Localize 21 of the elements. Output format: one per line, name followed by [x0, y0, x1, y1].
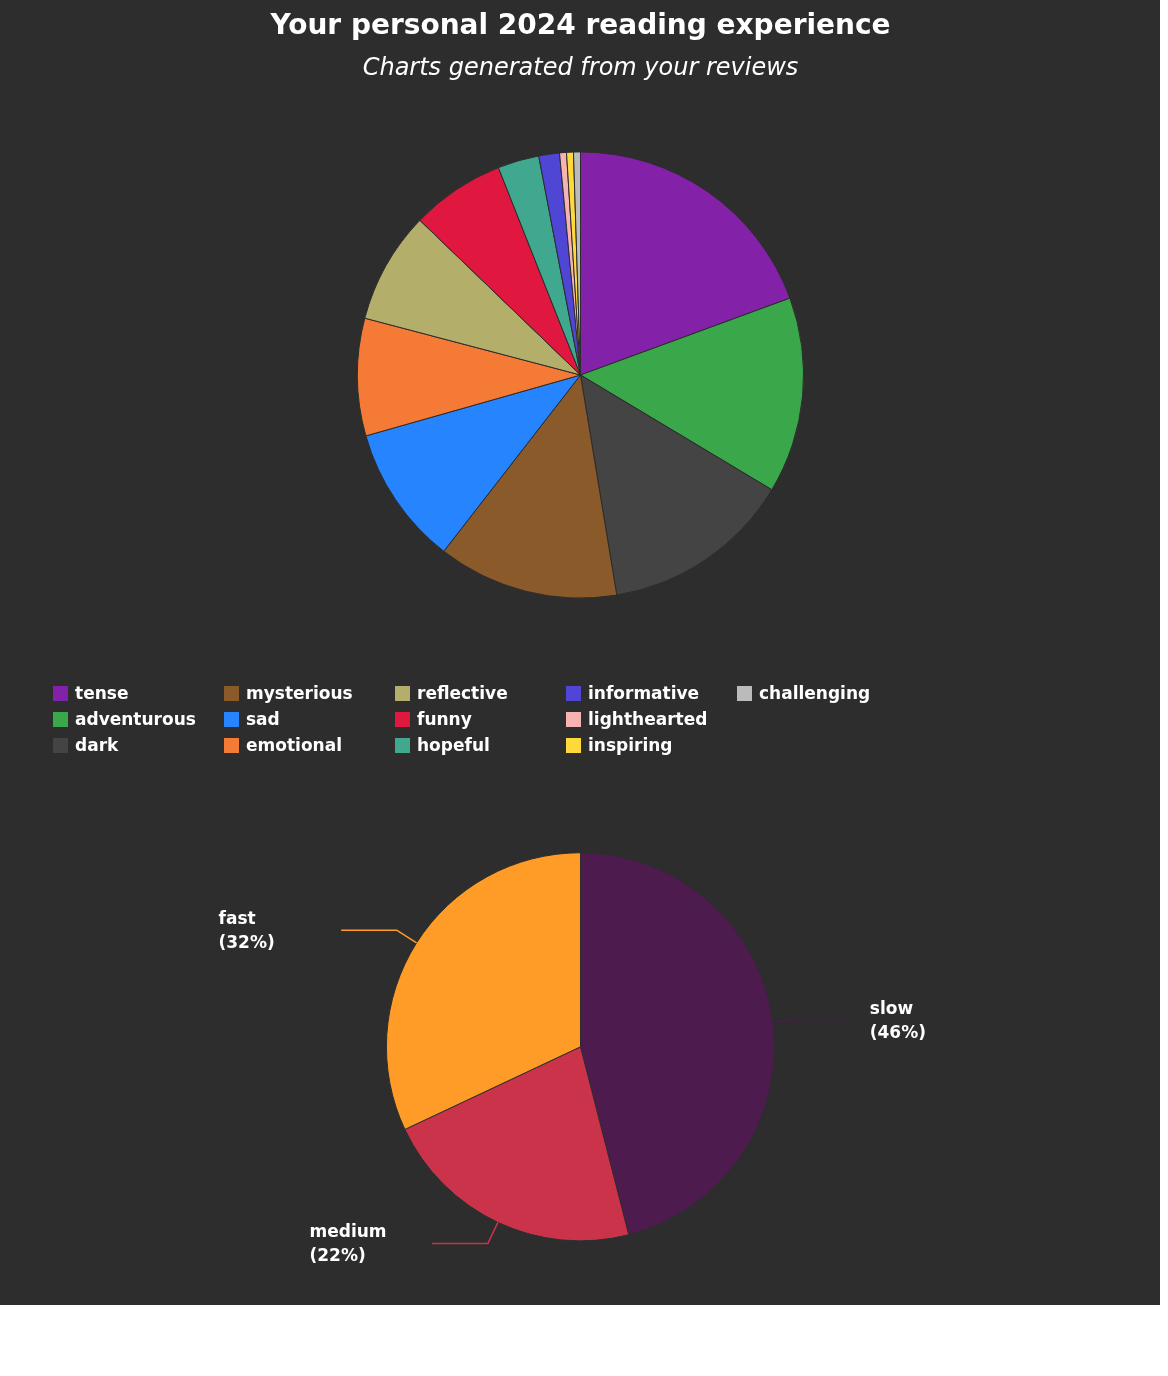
legend-label: funny: [417, 709, 473, 729]
legend-label: reflective: [417, 683, 509, 703]
legend-label: sad: [246, 709, 281, 729]
data-label: (22%): [309, 1245, 366, 1266]
legend-label: mysterious: [246, 683, 354, 703]
legend-label: tense: [75, 683, 130, 703]
legend-label: challenging: [759, 683, 872, 703]
slice-label: fast: [218, 908, 256, 929]
chart-title: Your personal 2024 reading experience: [269, 7, 891, 41]
legend-label: inspiring: [588, 735, 674, 755]
slice-label: medium: [309, 1221, 387, 1242]
legend-label: informative: [588, 683, 701, 703]
legend-label: hopeful: [417, 735, 491, 755]
data-label: (46%): [869, 1021, 926, 1042]
slice-label: slow: [869, 997, 914, 1018]
data-label: (32%): [218, 932, 275, 953]
legend-label: adventurous: [75, 709, 197, 729]
legend-label: emotional: [246, 735, 343, 755]
legend-label: dark: [75, 735, 120, 755]
chart-subtitle: Charts generated from your reviews: [362, 52, 799, 81]
legend-label: lighthearted: [588, 709, 709, 729]
